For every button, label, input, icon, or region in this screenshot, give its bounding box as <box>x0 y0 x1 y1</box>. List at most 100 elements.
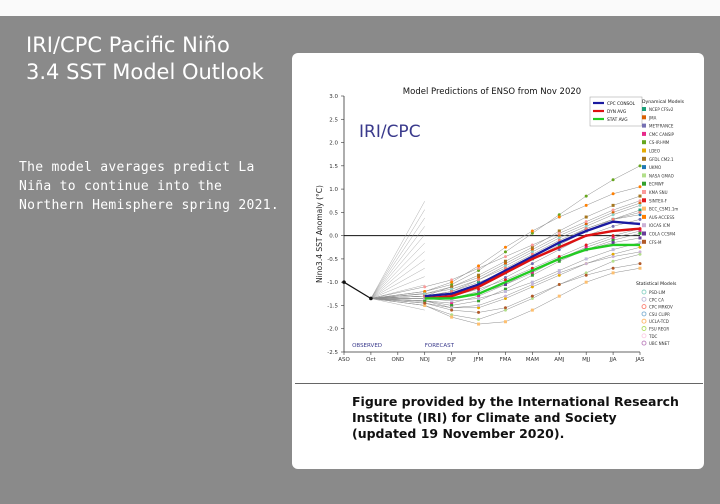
model-point <box>477 294 481 298</box>
model-point <box>638 185 642 189</box>
model-point <box>477 317 481 321</box>
model-series-line <box>370 195 641 299</box>
observed-label: OBSERVED <box>352 343 382 349</box>
legend-label: LDEO <box>649 149 660 154</box>
model-series-line <box>370 233 641 306</box>
model-series-line <box>370 165 641 299</box>
forecast-label: FORECAST <box>425 343 455 349</box>
legend-label: NASA GMAO <box>649 173 674 178</box>
legend-marker <box>642 223 646 228</box>
model-point <box>503 264 507 268</box>
model-point <box>638 203 642 207</box>
model-point <box>638 250 642 254</box>
chart-watermark: IRI/CPC <box>359 122 421 142</box>
model-point <box>503 262 507 266</box>
legend-label: PSD-LIM <box>649 290 666 295</box>
model-point <box>557 234 561 238</box>
model-point <box>503 320 507 324</box>
fan-line <box>370 201 425 299</box>
model-point <box>503 283 507 287</box>
model-point <box>611 252 615 256</box>
model-point <box>530 273 534 277</box>
fan-line <box>370 251 425 299</box>
observed-point <box>369 296 373 301</box>
legend-label: KMA SNU <box>649 190 668 195</box>
x-tick-label: ASO <box>338 357 350 363</box>
model-point <box>584 245 588 249</box>
model-point <box>638 236 642 240</box>
legend-marker <box>642 214 646 219</box>
legend-label: FSU REGR <box>649 327 669 332</box>
model-point <box>611 192 615 196</box>
enso-chart: Model Predictions of ENSO from Nov 2020 … <box>315 87 685 363</box>
legend-label: UCLA-TCD <box>649 319 669 324</box>
model-point <box>638 201 642 205</box>
model-point <box>584 224 588 228</box>
x-tick-label: AMJ <box>554 357 565 363</box>
legend-label: NCEP CFSv2 <box>649 107 674 112</box>
legend-marker <box>642 165 646 170</box>
model-point <box>530 245 534 249</box>
average-series-line <box>424 227 641 300</box>
legend-marker <box>642 107 646 111</box>
y-tick-label: 0.0 <box>329 234 338 240</box>
legend-label: DYN AVG <box>607 109 626 115</box>
model-point <box>423 289 427 293</box>
legend-label: BCC_CSM1.1m <box>649 207 678 212</box>
y-axis-label: Nino3.4 SST Anomaly (°C) <box>315 185 324 283</box>
legend-label: CPC CA <box>649 297 664 302</box>
legend-label: CSU CLIPR <box>649 312 670 317</box>
model-series-line <box>370 263 641 313</box>
model-point <box>584 280 588 284</box>
model-point <box>530 229 534 233</box>
model-point <box>611 266 615 270</box>
y-tick-label: -0.5 <box>327 257 338 263</box>
legend-marker <box>642 156 646 161</box>
y-tick-label: 1.0 <box>329 187 338 193</box>
model-point <box>584 222 588 226</box>
model-series-line <box>370 200 641 299</box>
model-point <box>477 322 481 326</box>
model-point <box>611 213 615 217</box>
model-point <box>503 245 507 249</box>
fan-line <box>370 209 425 299</box>
model-point <box>584 271 588 275</box>
model-point <box>638 252 642 256</box>
model-point <box>557 213 561 217</box>
model-series-line <box>370 254 641 320</box>
model-point <box>584 203 588 207</box>
model-point <box>557 236 561 240</box>
model-series-line <box>370 247 641 309</box>
y-tick-label: -2.0 <box>327 327 338 333</box>
model-point <box>584 273 588 277</box>
model-point <box>503 296 507 300</box>
model-point <box>477 269 481 273</box>
model-point <box>503 289 507 293</box>
figure-panel: Model Predictions of ENSO from Nov 2020 … <box>292 53 704 469</box>
model-point <box>638 231 642 235</box>
x-tick-label: DJF <box>447 357 456 363</box>
observed-point <box>342 280 346 284</box>
chart-legend: CPC CONSOL DYN AVG STAT AVG Dynamical Model… <box>589 96 685 346</box>
legend-marker <box>641 340 647 346</box>
model-point <box>503 287 507 291</box>
model-point <box>638 208 642 212</box>
model-point <box>530 262 534 266</box>
model-point <box>557 229 561 233</box>
model-point <box>477 306 481 310</box>
model-point <box>584 243 588 247</box>
model-point <box>638 245 642 249</box>
model-point <box>450 285 454 289</box>
y-tick-label: 0.5 <box>329 210 338 216</box>
legend-marker <box>641 326 647 331</box>
legend-marker <box>641 311 647 317</box>
legend-label: IOCAS ICM <box>649 223 671 228</box>
x-tick-label: NDJ <box>420 357 430 363</box>
model-point <box>530 283 534 287</box>
model-point <box>450 299 454 303</box>
model-point <box>638 164 642 168</box>
model-point <box>611 271 615 275</box>
model-point <box>477 287 481 291</box>
legend-label: METFRANCE <box>649 124 674 129</box>
x-tick-label: FMA <box>500 357 512 363</box>
